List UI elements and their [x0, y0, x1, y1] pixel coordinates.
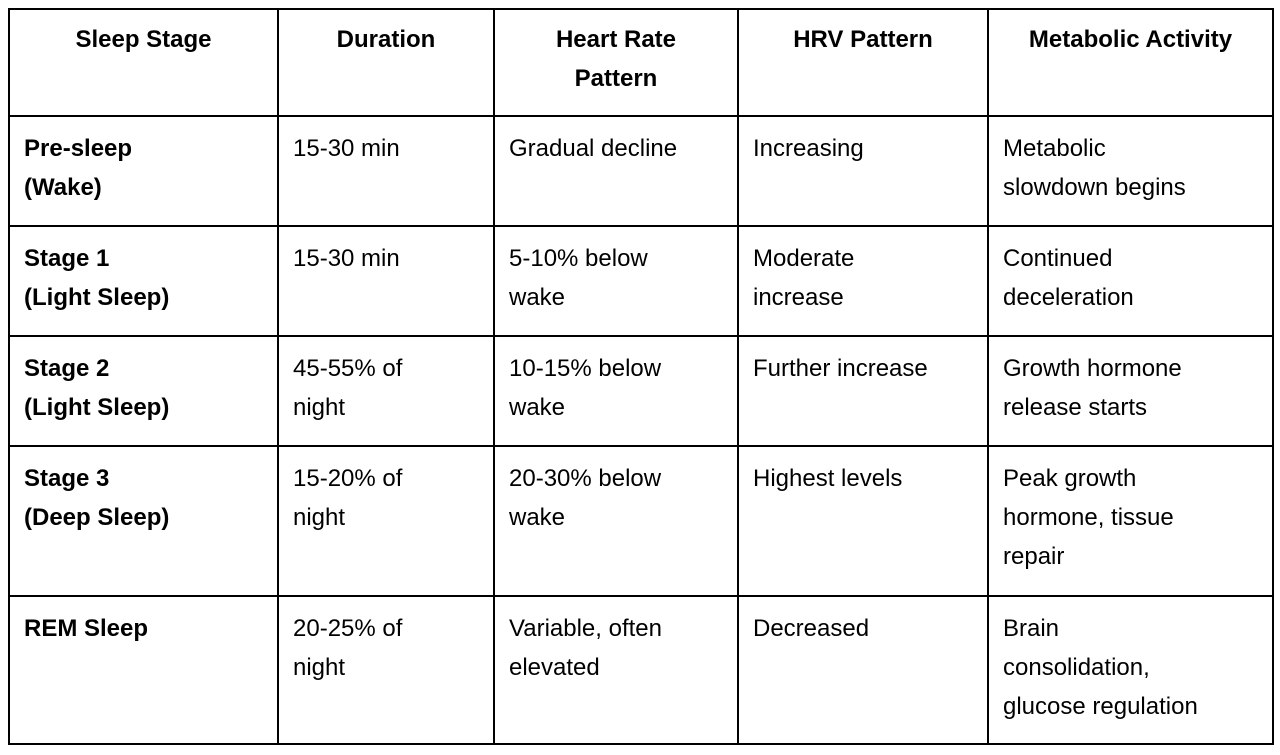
cell-heart-rate-pattern: 5-10% below wake: [493, 225, 739, 337]
cell-duration: 15-30 min: [277, 225, 495, 337]
table-row-rem-sleep: REM Sleep 20-25% of night Variable, ofte…: [8, 595, 1274, 745]
table-row-stage-3: Stage 3 (Deep Sleep) 15-20% of night 20-…: [8, 445, 1274, 597]
cell-hrv-pattern: Increasing: [737, 115, 989, 227]
header-cell-metabolic-activity: Metabolic Activity: [987, 8, 1274, 117]
cell-hrv-pattern: Further increase: [737, 335, 989, 447]
cell-stage: REM Sleep: [8, 595, 279, 745]
cell-metabolic-activity: Metabolic slowdown begins: [987, 115, 1274, 227]
cell-stage: Stage 3 (Deep Sleep): [8, 445, 279, 597]
cell-metabolic-activity: Growth hormone release starts: [987, 335, 1274, 447]
header-row: Sleep Stage Duration Heart Rate Pattern …: [8, 8, 1274, 117]
cell-heart-rate-pattern: 10-15% below wake: [493, 335, 739, 447]
cell-hrv-pattern: Highest levels: [737, 445, 989, 597]
cell-duration: 20-25% of night: [277, 595, 495, 745]
header-cell-duration: Duration: [277, 8, 495, 117]
table-row-stage-1: Stage 1 (Light Sleep) 15-30 min 5-10% be…: [8, 225, 1274, 337]
table-row-pre-sleep: Pre-sleep (Wake) 15-30 min Gradual decli…: [8, 115, 1274, 227]
cell-metabolic-activity: Brain consolidation, glucose regulation: [987, 595, 1274, 745]
cell-duration: 15-20% of night: [277, 445, 495, 597]
cell-duration: 45-55% of night: [277, 335, 495, 447]
cell-heart-rate-pattern: Variable, often elevated: [493, 595, 739, 745]
sleep-stages-table: Sleep Stage Duration Heart Rate Pattern …: [8, 8, 1274, 745]
header-cell-heart-rate-pattern: Heart Rate Pattern: [493, 8, 739, 117]
cell-metabolic-activity: Continued deceleration: [987, 225, 1274, 337]
cell-stage: Stage 1 (Light Sleep): [8, 225, 279, 337]
table-row-stage-2: Stage 2 (Light Sleep) 45-55% of night 10…: [8, 335, 1274, 447]
sleep-stages-table-container: Sleep Stage Duration Heart Rate Pattern …: [8, 8, 1274, 745]
header-cell-hrv-pattern: HRV Pattern: [737, 8, 989, 117]
cell-hrv-pattern: Decreased: [737, 595, 989, 745]
cell-stage: Pre-sleep (Wake): [8, 115, 279, 227]
cell-heart-rate-pattern: 20-30% below wake: [493, 445, 739, 597]
cell-heart-rate-pattern: Gradual decline: [493, 115, 739, 227]
cell-hrv-pattern: Moderate increase: [737, 225, 989, 337]
cell-duration: 15-30 min: [277, 115, 495, 227]
cell-metabolic-activity: Peak growth hormone, tissue repair: [987, 445, 1274, 597]
header-cell-sleep-stage: Sleep Stage: [8, 8, 279, 117]
cell-stage: Stage 2 (Light Sleep): [8, 335, 279, 447]
